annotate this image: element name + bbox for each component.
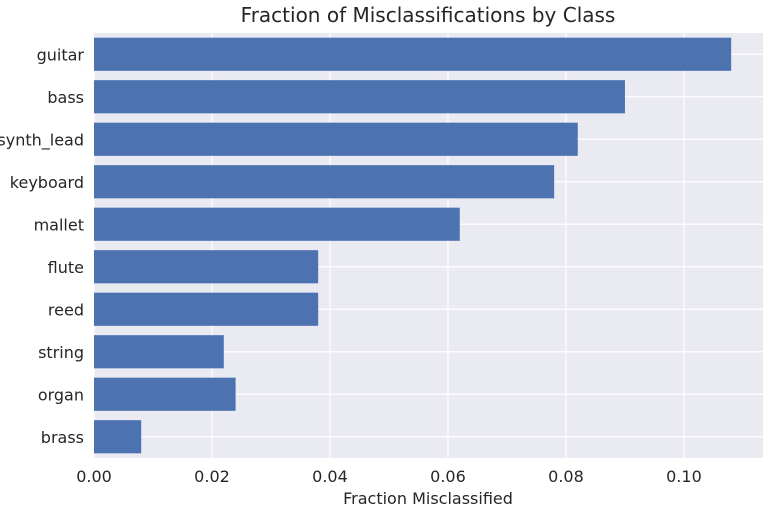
bar-mallet [94, 207, 460, 241]
x-tick-label: 0.04 [312, 467, 348, 486]
y-tick-label: flute [48, 258, 84, 277]
chart-title: Fraction of Misclassifications by Class [241, 3, 616, 27]
x-tick-label: 0.06 [430, 467, 466, 486]
x-tick-label: 0.10 [666, 467, 702, 486]
y-tick-label: brass [41, 428, 84, 447]
bar-string [94, 335, 224, 369]
y-tick-label: organ [38, 385, 84, 404]
y-tick-label: bass [47, 88, 84, 107]
y-tick-label: reed [48, 300, 84, 319]
x-tick-label: 0.00 [76, 467, 112, 486]
bar-keyboard [94, 165, 555, 199]
bar-guitar [94, 37, 732, 71]
bar-organ [94, 377, 236, 411]
y-tick-label: guitar [37, 45, 85, 64]
y-tick-label: synth_lead [0, 130, 84, 150]
y-tick-label: string [38, 343, 84, 362]
bar-flute [94, 250, 319, 284]
y-tick-label: mallet [34, 215, 84, 234]
x-tick-label: 0.02 [194, 467, 230, 486]
x-tick-label: 0.08 [548, 467, 584, 486]
bar-reed [94, 292, 319, 326]
x-axis-label: Fraction Misclassified [343, 489, 513, 508]
x-tick-labels: 0.00 0.02 0.04 0.06 0.08 0.10 [76, 467, 702, 486]
bars [94, 37, 732, 454]
bar-bass [94, 80, 625, 114]
bar-brass [94, 420, 142, 454]
y-tick-labels: guitar bass synth_lead keyboard mallet flute r… [0, 45, 84, 447]
bar-synth_lead [94, 122, 578, 156]
y-tick-label: keyboard [10, 173, 84, 192]
